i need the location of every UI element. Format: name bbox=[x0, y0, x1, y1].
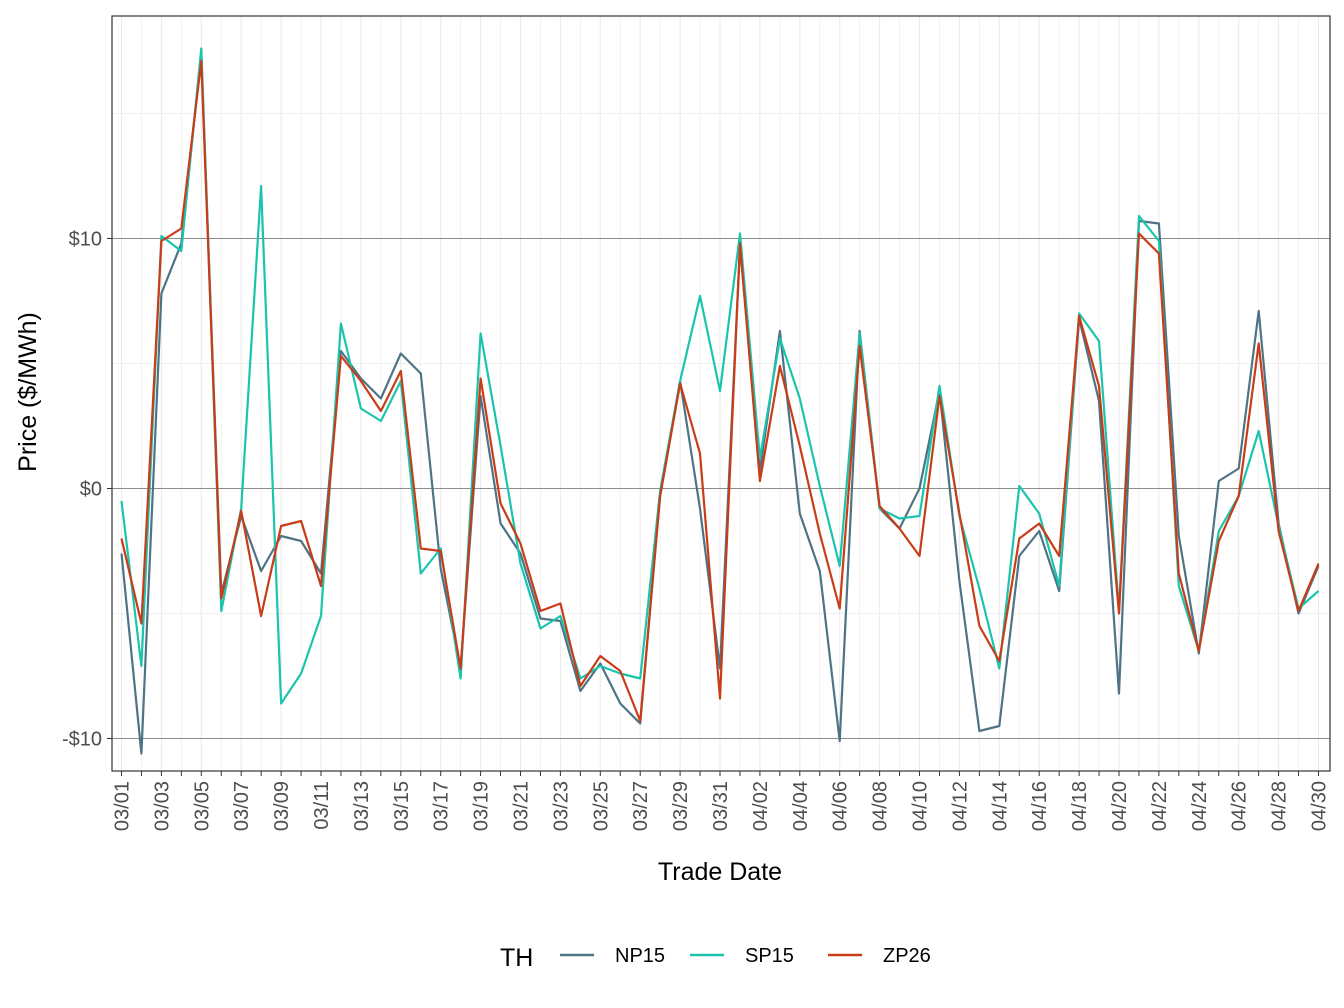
x-tick-label: 03/27 bbox=[630, 781, 652, 831]
x-tick-label: 03/17 bbox=[431, 781, 453, 831]
x-tick-label: 03/11 bbox=[311, 781, 333, 830]
x-axis-title: Trade Date bbox=[658, 858, 782, 886]
legend-items: NP15 SP15 ZP26 bbox=[560, 945, 931, 967]
legend-title: TH bbox=[500, 944, 533, 972]
y-tick-label: $10 bbox=[69, 229, 102, 251]
legend: TH NP15 SP15 ZP26 bbox=[500, 944, 931, 972]
x-tick-label: 03/15 bbox=[391, 781, 413, 831]
x-tick-label: 04/16 bbox=[1029, 781, 1051, 831]
x-tick-label: 04/18 bbox=[1069, 781, 1091, 831]
major-gridlines bbox=[112, 16, 1330, 771]
x-tick-label: 04/14 bbox=[989, 781, 1011, 831]
minor-gridlines bbox=[112, 16, 1330, 771]
x-tick-label: 04/20 bbox=[1109, 781, 1131, 831]
legend-label-np15: NP15 bbox=[615, 945, 665, 967]
y-tick-label: $0 bbox=[80, 479, 102, 501]
x-tick-label: 03/23 bbox=[550, 781, 572, 831]
y-axis-title: Price ($/MWh) bbox=[14, 312, 42, 472]
x-tick-label: 04/02 bbox=[750, 781, 772, 831]
x-axis: 03/01 03/03 03/05 03/07 03/09 03/11 03/13 03/15… bbox=[112, 771, 1331, 831]
x-tick-label: 03/07 bbox=[231, 781, 253, 831]
legend-label-sp15: SP15 bbox=[745, 945, 794, 967]
x-tick-label: 04/22 bbox=[1149, 781, 1171, 831]
y-axis: -$10 $0 $10 bbox=[62, 229, 112, 751]
x-tick-label: 04/04 bbox=[790, 781, 812, 831]
y-tick-label: -$10 bbox=[62, 729, 102, 751]
plot-panel-border bbox=[111, 15, 1331, 772]
legend-label-zp26: ZP26 bbox=[883, 945, 931, 967]
x-tick-label: 04/12 bbox=[949, 781, 971, 831]
x-tick-label: 04/10 bbox=[910, 781, 932, 831]
x-tick-label: 03/31 bbox=[710, 781, 732, 831]
x-tick-label: 04/28 bbox=[1269, 781, 1291, 831]
x-tick-label: 04/24 bbox=[1189, 781, 1211, 831]
x-tick-label: 03/21 bbox=[511, 781, 533, 831]
x-tick-label: 03/13 bbox=[351, 781, 373, 831]
x-tick-label: 04/06 bbox=[830, 781, 852, 831]
x-tick-label: 03/29 bbox=[670, 781, 692, 831]
x-tick-label: 03/19 bbox=[471, 781, 493, 831]
series-lines bbox=[120, 47, 1320, 755]
x-tick-label: 04/30 bbox=[1309, 781, 1331, 831]
x-tick-label: 03/05 bbox=[191, 781, 213, 831]
x-tick-label: 04/08 bbox=[870, 781, 892, 831]
x-tick-label: 04/26 bbox=[1229, 781, 1251, 831]
x-tick-label: 03/03 bbox=[151, 781, 173, 831]
series-line-zp26 bbox=[120, 59, 1320, 723]
x-tick-label: 03/09 bbox=[271, 781, 293, 831]
x-tick-label: 03/25 bbox=[590, 781, 612, 831]
x-tick-label: 03/01 bbox=[112, 781, 134, 831]
